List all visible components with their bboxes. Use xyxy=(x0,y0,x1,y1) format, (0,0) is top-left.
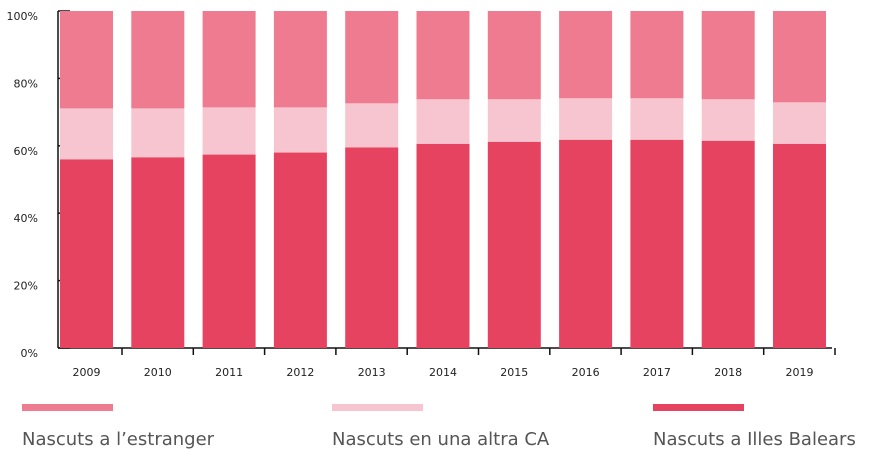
y-tick-label: 80% xyxy=(14,77,38,90)
bar-segment xyxy=(487,99,541,142)
y-tick-label: 20% xyxy=(14,280,38,293)
bar-segment xyxy=(773,143,826,348)
bar-segment xyxy=(773,11,826,103)
bar-segment xyxy=(487,11,541,100)
bar-segment xyxy=(630,11,684,99)
bar-segment xyxy=(60,159,113,348)
legend-swatch xyxy=(22,404,113,411)
x-tick-label: 2019 xyxy=(786,366,814,379)
legend-swatch xyxy=(332,404,423,411)
bar-segment xyxy=(701,11,755,100)
legend-swatch xyxy=(653,404,744,411)
y-tick-label: 60% xyxy=(14,145,38,158)
bar-segment xyxy=(202,154,256,348)
bar-segment xyxy=(701,99,755,141)
bar-segment xyxy=(60,108,113,160)
x-tick-label: 2015 xyxy=(500,366,528,379)
bar-segment xyxy=(559,98,613,140)
bar-segment xyxy=(701,140,755,348)
bar-segment xyxy=(773,102,826,144)
y-tick-label: 100% xyxy=(7,10,38,23)
bar-segment xyxy=(202,107,256,155)
bar-segment xyxy=(559,139,613,348)
legend-label: Nascuts a Illes Balears xyxy=(653,429,856,449)
x-tick-label: 2016 xyxy=(572,366,600,379)
x-tick-label: 2010 xyxy=(144,366,172,379)
y-tick-label: 40% xyxy=(14,212,38,225)
legend-label: Nascuts en una altra CA xyxy=(332,429,550,449)
bar-segment xyxy=(416,99,470,144)
bar-segment xyxy=(559,11,613,99)
x-tick-label: 2009 xyxy=(73,366,101,379)
x-tick-label: 2013 xyxy=(358,366,386,379)
bar-segment xyxy=(273,107,327,153)
bar-segment xyxy=(345,103,399,148)
bar-segment xyxy=(131,11,185,109)
y-tick-label: 0% xyxy=(21,347,38,360)
bar-segment xyxy=(60,11,113,109)
bar-segment xyxy=(131,108,185,158)
bar-segment xyxy=(416,11,470,100)
x-tick-label: 2017 xyxy=(643,366,671,379)
bar-segment xyxy=(202,11,256,108)
x-tick-label: 2018 xyxy=(714,366,742,379)
bar-segment xyxy=(416,143,470,348)
bar-segment xyxy=(345,11,399,104)
x-tick-label: 2012 xyxy=(286,366,314,379)
legend-label: Nascuts a l’estranger xyxy=(22,429,215,449)
bar-segment xyxy=(487,141,541,348)
bar-segment xyxy=(273,152,327,348)
bar-segment xyxy=(630,139,684,348)
x-tick-label: 2014 xyxy=(429,366,457,379)
bar-segment xyxy=(131,157,185,348)
bar-segment xyxy=(345,147,399,348)
bar-segment xyxy=(630,98,684,140)
x-tick-label: 2011 xyxy=(215,366,243,379)
bar-segment xyxy=(273,11,327,108)
